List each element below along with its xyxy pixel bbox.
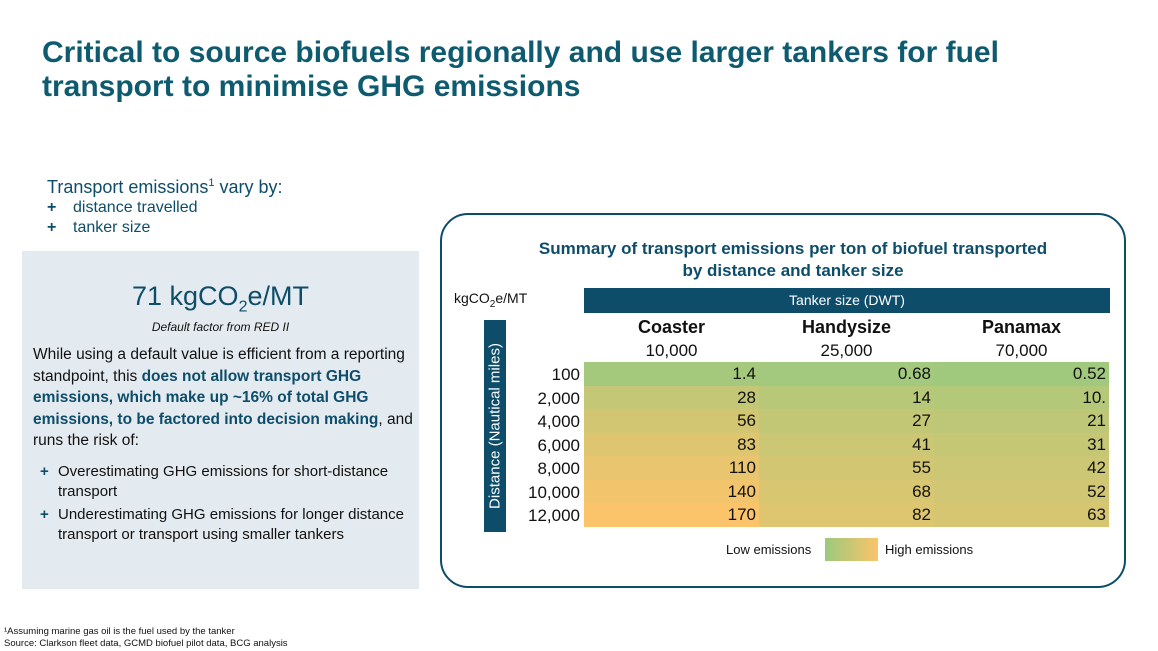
intro-item-distance: + distance travelled xyxy=(47,199,198,216)
table-cell: 140 xyxy=(584,479,759,504)
row-label: 12,000 xyxy=(528,506,580,525)
explanation-paragraph: While using a default value is efficient… xyxy=(33,346,413,449)
emissions-table-panel xyxy=(440,213,1126,588)
table-cell: 28 xyxy=(584,385,759,410)
table-cell: 14 xyxy=(759,385,934,410)
table-cell: 68 xyxy=(759,479,934,504)
table-cell: 27 xyxy=(759,409,934,433)
intro-section: Transport emissions1 vary by: + distance … xyxy=(47,172,283,238)
footnote-assumption: ¹Assuming marine gas oil is the fuel use… xyxy=(4,626,235,637)
risk-item-underestimate: + Underestimating GHG emissions for longe… xyxy=(40,506,404,543)
table-cell: 56 xyxy=(584,409,759,433)
table-cell: 10. xyxy=(934,385,1109,410)
default-factor-panel: 71 kgCO2e/MT Default factor from RED II … xyxy=(22,251,419,589)
column-dwt-panamax: 70,000 xyxy=(995,341,1048,360)
table-cell: 110 xyxy=(584,456,759,480)
unit-label: kgCO2e/MT xyxy=(454,290,528,310)
column-header-coaster: Coaster xyxy=(637,317,706,337)
intro-heading: Transport emissions1 vary by: xyxy=(47,177,283,197)
footnote-source: Source: Clarkson fleet data, GCMD biofue… xyxy=(4,638,288,649)
table-cell: 0.52 xyxy=(934,362,1109,386)
tanker-size-header: Tanker size (DWT) xyxy=(584,288,1110,313)
table-cell: 83 xyxy=(584,432,759,457)
table-cell: 1.4 xyxy=(584,362,759,386)
table-cell: 31 xyxy=(934,432,1109,457)
column-header-panamax: Panamax xyxy=(981,317,1062,337)
intro-item-tanker-size: + tanker size xyxy=(47,219,151,236)
table-cell: 0.68 xyxy=(759,362,934,386)
table-cell: 170 xyxy=(584,503,759,527)
table-cell: 41 xyxy=(759,432,934,457)
plus-icon: + xyxy=(40,463,49,480)
legend-low-label: Low emissions xyxy=(726,542,812,557)
row-label: 4,000 xyxy=(537,412,580,431)
default-factor-label: Default factor from RED II xyxy=(151,320,290,334)
table-cell: 55 xyxy=(759,456,934,480)
chart-title: Summary of transport emissions per ton o… xyxy=(538,239,1048,280)
table-cell: 21 xyxy=(934,409,1109,433)
row-label: 100 xyxy=(551,365,580,384)
legend-high-label: High emissions xyxy=(885,542,974,557)
default-factor-value: 71 kgCO2e/MT xyxy=(132,281,309,316)
risk-item-overestimate: + Overestimating GHG emissions for short-… xyxy=(40,463,389,500)
row-label: 10,000 xyxy=(528,482,580,502)
table-cell: 42 xyxy=(934,456,1109,480)
table-cell: 63 xyxy=(934,503,1109,527)
footnotes: ¹Assuming marine gas oil is the fuel use… xyxy=(4,626,288,650)
plus-icon: + xyxy=(47,199,57,216)
row-label: 8,000 xyxy=(537,459,580,478)
distance-axis-label: Distance (Nautical miles) xyxy=(484,320,506,532)
column-dwt-handysize: 25,000 xyxy=(820,341,873,360)
column-dwt-coaster: 10,000 xyxy=(645,341,698,360)
plus-icon: + xyxy=(40,506,49,523)
table-cell: 82 xyxy=(759,503,934,527)
row-label: 2,000 xyxy=(537,388,580,408)
page-title: Critical to source biofuels regionally a… xyxy=(42,36,999,103)
column-header-handysize: Handysize xyxy=(801,317,892,337)
legend-gradient xyxy=(825,538,878,561)
table-cell: 52 xyxy=(934,479,1109,504)
plus-icon: + xyxy=(47,219,57,236)
row-label: 6,000 xyxy=(537,435,580,455)
